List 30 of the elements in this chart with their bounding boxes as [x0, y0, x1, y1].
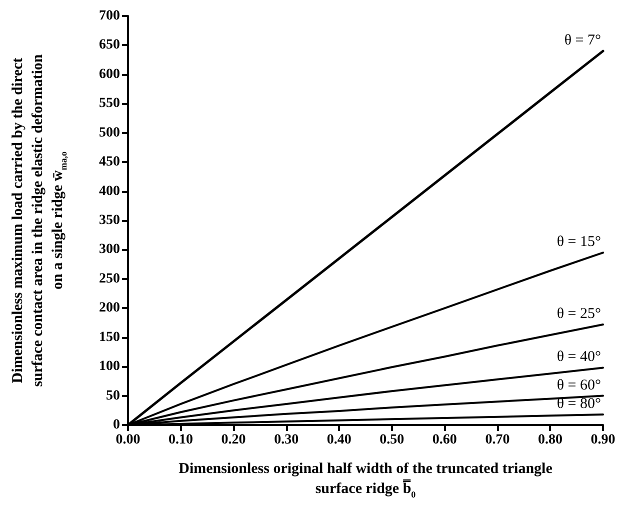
x-tick-label: 0.10 [168, 432, 194, 448]
x-tick-label: 0.70 [485, 432, 510, 448]
y-tick-label: 100 [99, 359, 120, 374]
x-tick-label: 0.90 [590, 432, 616, 448]
x-tick-label: 0.50 [380, 432, 404, 448]
y-tick-label: 450 [99, 154, 120, 170]
y-tick-label: 550 [99, 96, 120, 112]
x-tick-label: 0.60 [432, 432, 457, 448]
x-tick-label: 0.30 [274, 432, 299, 448]
series-label: θ = 60° [556, 377, 601, 394]
series-label: θ = 15° [556, 234, 601, 250]
x-tick-label: 0.00 [116, 432, 140, 448]
y-tick-label: 400 [99, 184, 120, 199]
series-label: θ = 40° [556, 349, 601, 366]
series-label: θ = 7° [564, 32, 601, 49]
y-tick-label: 50 [106, 388, 120, 404]
y-tick-label: 700 [99, 8, 120, 24]
y-tick-label: 650 [99, 38, 120, 53]
y-tick-label: 150 [99, 330, 120, 345]
y-tick-label: 0 [113, 418, 120, 432]
y-tick-label: 300 [99, 242, 120, 258]
y-tick-label: 350 [99, 213, 120, 228]
y-tick-label: 250 [99, 271, 120, 286]
y-tick-label: 200 [99, 300, 120, 316]
series-label: θ = 25° [556, 306, 601, 322]
x-tick-label: 0.40 [326, 432, 352, 448]
x-tick-label: 0.80 [538, 432, 562, 448]
x-tick-label: 0.20 [221, 432, 246, 448]
y-tick-label: 600 [99, 66, 120, 82]
y-tick-label: 500 [99, 125, 120, 140]
